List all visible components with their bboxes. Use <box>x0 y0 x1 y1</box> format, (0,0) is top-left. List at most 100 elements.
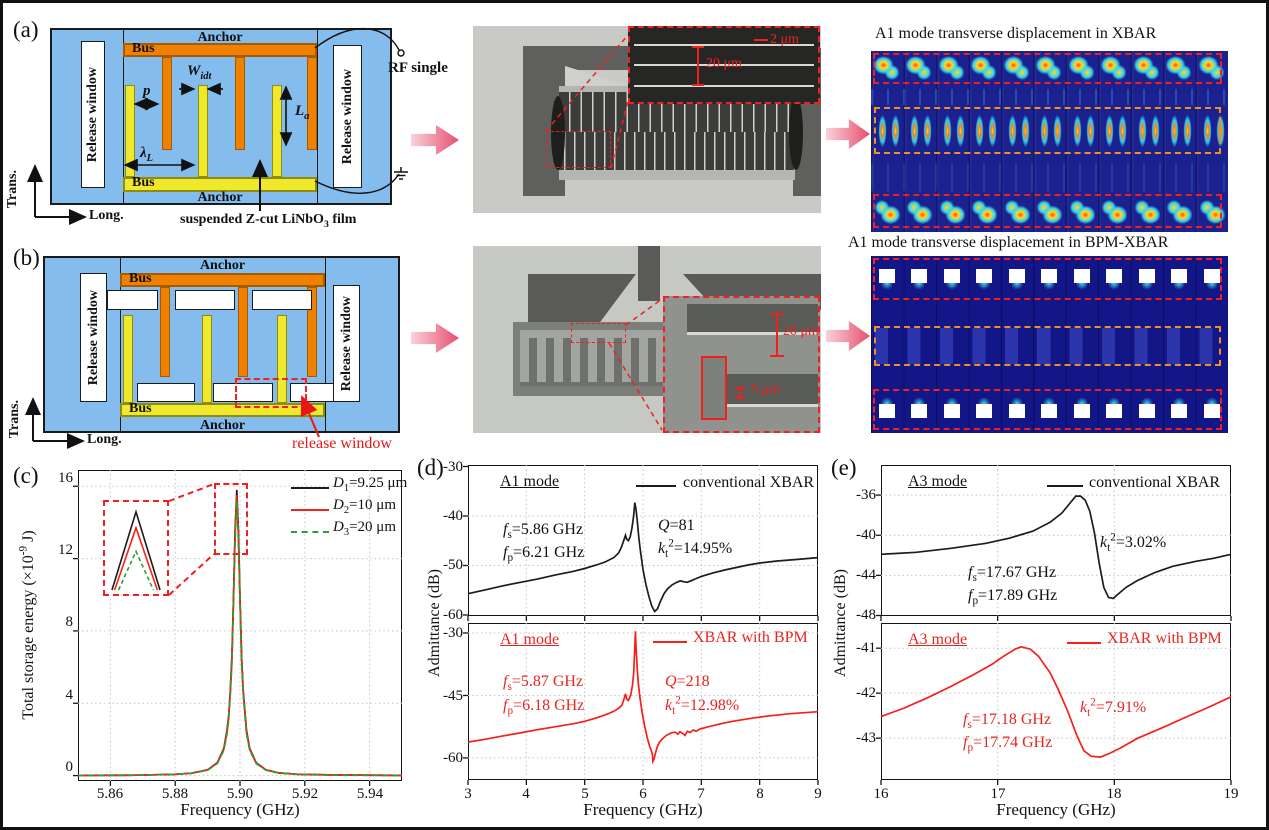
anchor-boundary-line <box>317 30 318 203</box>
sim-bpm-title: A1 mode transverse displacement in BPM-X… <box>848 234 1169 251</box>
plot-c-canvas <box>73 470 403 786</box>
release-window-square <box>1171 269 1188 292</box>
plot-c-ylabel: Total storage energy (×10-9 J) <box>17 530 37 720</box>
xtick: 16 <box>873 786 889 802</box>
sem-finger-line <box>634 85 814 87</box>
mode-blob <box>874 54 899 82</box>
simulation-bpm-xbar <box>871 256 1228 433</box>
ytick: 4 <box>65 687 74 703</box>
plot-d-bottom-canvas <box>463 623 819 785</box>
inset-peak <box>113 525 159 591</box>
inset-peak <box>117 549 155 591</box>
idt-finger-yellow <box>202 315 212 403</box>
scale-cap <box>770 355 784 357</box>
sim-faint-band <box>875 328 1224 364</box>
ground-icon <box>394 167 408 180</box>
mode-blob <box>1052 108 1064 154</box>
mode-blob <box>1166 54 1192 82</box>
bpm-block-highlight <box>701 356 727 420</box>
release-window-highlight <box>235 378 307 408</box>
idt-finger-yellow <box>198 85 208 177</box>
mode-blob <box>987 108 999 154</box>
sem-rail <box>559 170 795 180</box>
ytick: -43 <box>856 730 876 746</box>
fs-annotation: fs=5.87 GHz <box>503 673 584 694</box>
ytick: -40 <box>856 527 876 543</box>
xtick: 5.90 <box>226 786 254 802</box>
mode-blob <box>972 198 998 226</box>
scale-cap <box>692 46 704 48</box>
panel-d-tag: (d) <box>417 455 444 480</box>
release-window-square <box>1041 395 1058 418</box>
kt-annotation: kt2=14.95% <box>658 537 733 561</box>
release-window-right: Release window <box>333 285 360 402</box>
release-window-square <box>1203 269 1220 292</box>
ytick: 12 <box>58 542 73 558</box>
xtick: 8 <box>756 786 764 802</box>
scale-cap <box>735 387 745 389</box>
idt-finger-yellow <box>123 315 133 403</box>
fp-annotation: fp=6.18 GHz <box>503 697 585 718</box>
plot-c-peak-box <box>214 483 248 555</box>
trans-axis-label-a: Trans. <box>5 169 20 209</box>
mode-blob <box>939 198 965 226</box>
release-window-square <box>1138 395 1155 418</box>
xtick: 5.86 <box>96 786 124 802</box>
mode-blob <box>1068 54 1094 82</box>
ytick: -50 <box>443 557 463 573</box>
release-window-square <box>976 269 993 292</box>
flow-arrow-icon <box>411 125 459 155</box>
release-slot <box>107 290 158 310</box>
bus-bottom-label: Bus <box>132 175 155 190</box>
mode-blob <box>907 198 933 226</box>
mode-blob <box>1201 108 1213 154</box>
legend-label: conventional XBAR <box>1089 474 1221 491</box>
xtick: 5.88 <box>161 786 189 802</box>
mode-blob <box>1037 198 1063 226</box>
sem-finger-line <box>687 332 818 335</box>
ytick: -40 <box>443 508 463 524</box>
release-window-square <box>1106 269 1123 292</box>
release-window-note: release window <box>292 435 392 452</box>
scale-cap <box>692 84 704 86</box>
sem-slot-band <box>687 304 818 334</box>
schematic-xbar: Anchor Bus Bus Anchor Release window Rel… <box>50 28 392 205</box>
fp-annotation: fp=6.21 GHz <box>503 544 585 565</box>
scale-label: 20 μm <box>706 56 742 71</box>
legend-label-d2: D2=10 μm <box>333 497 397 516</box>
series-line <box>880 495 1232 600</box>
edge-mode-box <box>873 194 1222 228</box>
sem-finger-line <box>634 64 814 66</box>
legend-label: conventional XBAR <box>683 474 815 491</box>
xtick: 18 <box>1106 786 1122 802</box>
mode-blob <box>971 54 997 82</box>
mode-blob <box>1101 54 1127 82</box>
mode-blob <box>877 108 888 154</box>
plot-c-inset-box <box>103 500 169 596</box>
release-window-square <box>1106 395 1123 418</box>
sem-comb-teeth <box>520 338 670 382</box>
ytick: -44 <box>856 567 876 583</box>
mode-blob <box>1182 108 1194 154</box>
panel-e-tag: (e) <box>831 455 857 480</box>
ytick: -45 <box>443 688 463 704</box>
mode-blob <box>909 108 921 154</box>
sem-probe-slot <box>638 246 660 301</box>
inset-peak <box>111 509 161 591</box>
schematic-bpm-xbar: Anchor Bus Bus Anchor Release window Rel… <box>43 256 400 433</box>
sem-image-xbar: 2 μm 20 μm <box>473 26 821 213</box>
legend-label-d1: D1=9.25 μm <box>333 475 408 494</box>
plot-e-top-axes <box>881 465 1231 616</box>
sem-zoom-region <box>571 323 626 343</box>
release-slot <box>137 383 195 402</box>
long-axis-label-b: Long. <box>87 432 122 447</box>
panel-a-tag: (a) <box>13 17 39 42</box>
release-window-square <box>879 269 895 292</box>
series-line <box>880 645 1232 758</box>
plot-c-xlabel: Frequency (GHz) <box>180 800 300 819</box>
legend-line-d2 <box>291 509 329 511</box>
edge-mode-box <box>873 53 1222 84</box>
anchor-bottom-label: Anchor <box>197 190 243 205</box>
flow-arrow-icon <box>826 119 870 149</box>
legend-line-d3 <box>291 531 329 533</box>
